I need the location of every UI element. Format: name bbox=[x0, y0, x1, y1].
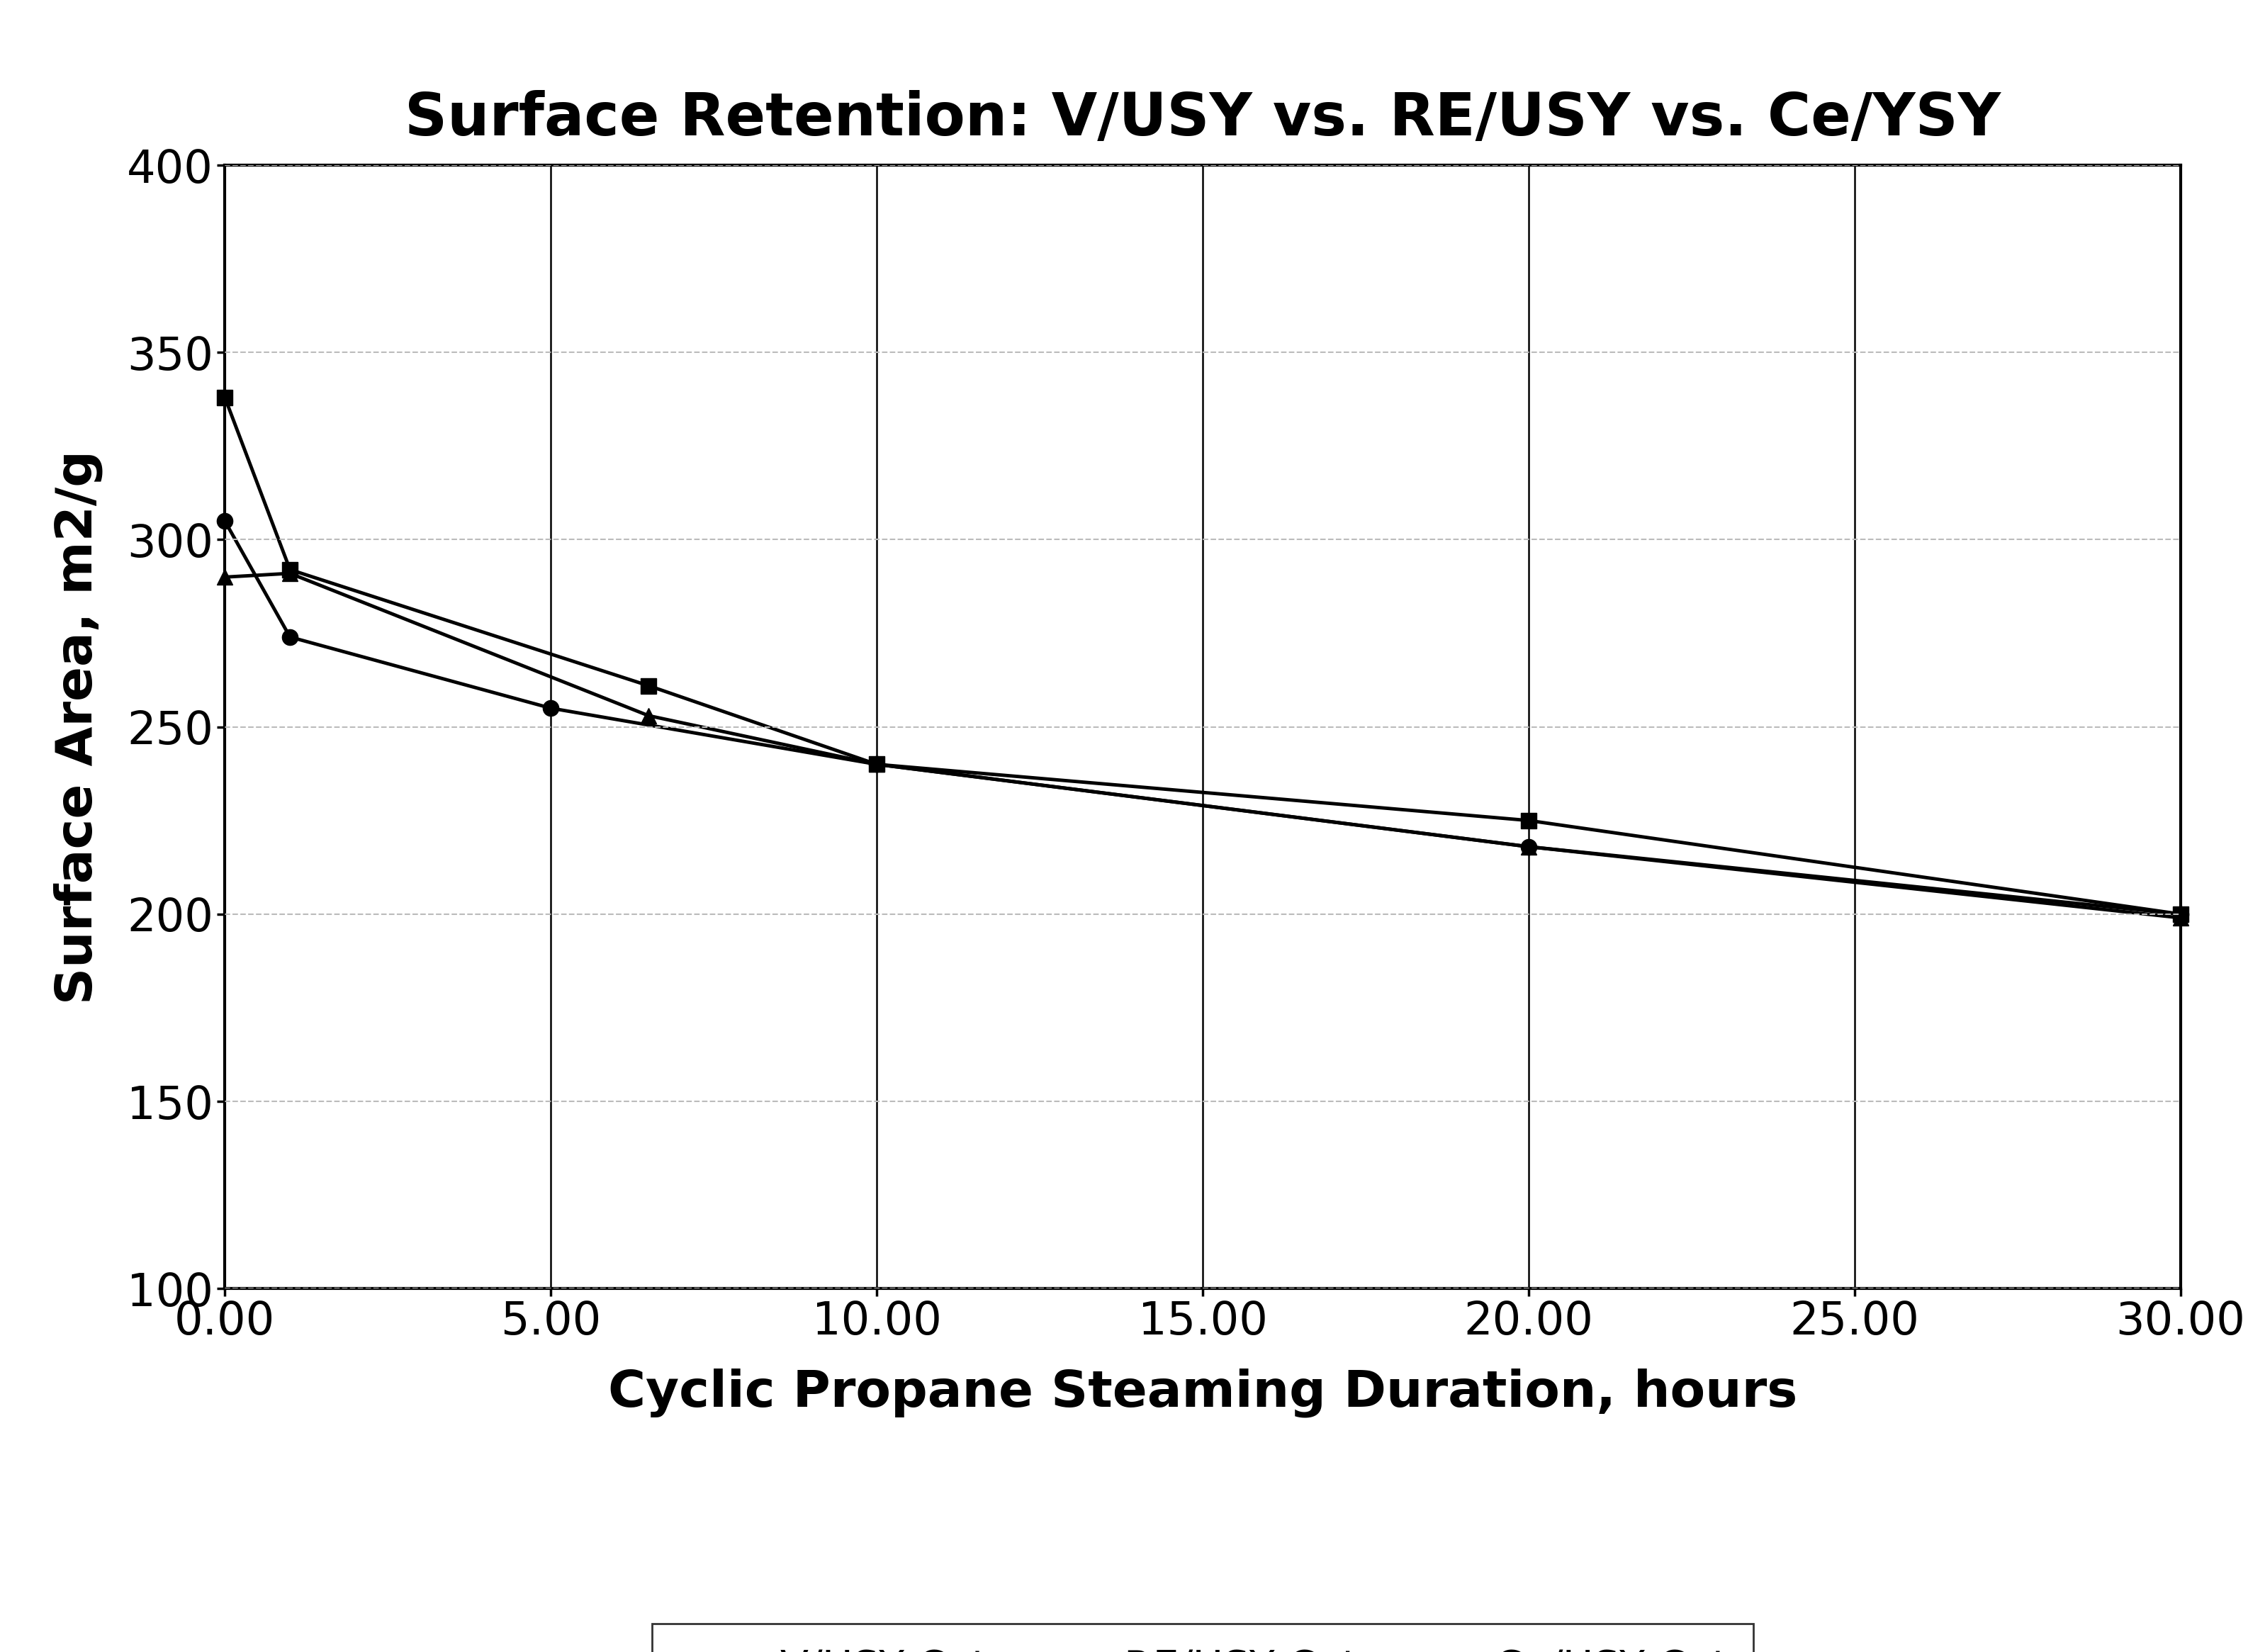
RE/USY Cat bbox=[277, 560, 303, 580]
Line: V/USY Cat: V/USY Cat bbox=[216, 514, 2190, 922]
RE/USY Cat bbox=[1515, 811, 1542, 831]
V/USY Cat bbox=[2167, 904, 2194, 923]
Ce/USY Cat bbox=[634, 705, 661, 725]
RE/USY Cat bbox=[634, 676, 661, 695]
Line: Ce/USY Cat: Ce/USY Cat bbox=[216, 565, 2190, 925]
V/USY Cat bbox=[1515, 838, 1542, 857]
Ce/USY Cat bbox=[277, 563, 303, 583]
V/USY Cat bbox=[863, 755, 890, 775]
Line: RE/USY Cat: RE/USY Cat bbox=[216, 390, 2190, 922]
RE/USY Cat bbox=[211, 388, 238, 408]
X-axis label: Cyclic Propane Steaming Duration, hours: Cyclic Propane Steaming Duration, hours bbox=[607, 1368, 1798, 1417]
RE/USY Cat bbox=[2167, 904, 2194, 923]
Ce/USY Cat bbox=[2167, 909, 2194, 928]
Y-axis label: Surface Area, m2/g: Surface Area, m2/g bbox=[54, 449, 103, 1004]
Ce/USY Cat bbox=[211, 567, 238, 586]
Ce/USY Cat bbox=[1515, 838, 1542, 857]
Title: Surface Retention: V/USY vs. RE/USY vs. Ce/YSY: Surface Retention: V/USY vs. RE/USY vs. … bbox=[405, 91, 2001, 147]
V/USY Cat bbox=[277, 628, 303, 648]
V/USY Cat bbox=[211, 510, 238, 530]
RE/USY Cat bbox=[863, 755, 890, 775]
Legend: V/USY Cat, RE/USY Cat, Ce/USY Cat: V/USY Cat, RE/USY Cat, Ce/USY Cat bbox=[652, 1624, 1753, 1652]
Ce/USY Cat bbox=[863, 755, 890, 775]
V/USY Cat bbox=[537, 699, 564, 719]
